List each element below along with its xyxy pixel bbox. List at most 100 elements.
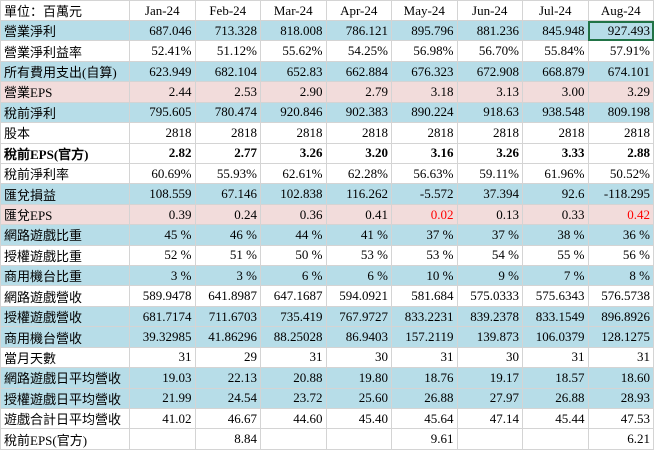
value-cell[interactable]: 668.879 bbox=[522, 60, 589, 83]
row-label[interactable]: 股本 bbox=[0, 122, 130, 144]
value-cell[interactable]: 2.82 bbox=[129, 142, 196, 164]
row-label[interactable]: 稅前淨利 bbox=[0, 101, 130, 124]
value-cell[interactable]: 10 % bbox=[391, 265, 458, 287]
value-cell[interactable]: 6.21 bbox=[587, 428, 654, 450]
value-cell[interactable]: 2818 bbox=[587, 122, 654, 144]
value-cell[interactable]: 6 % bbox=[325, 265, 392, 287]
value-cell[interactable]: 39.32985 bbox=[129, 326, 196, 348]
value-cell[interactable]: 713.328 bbox=[194, 19, 261, 42]
value-cell[interactable]: 55.93% bbox=[194, 162, 261, 185]
value-cell[interactable]: 20.88 bbox=[260, 367, 327, 389]
row-label[interactable]: 稅前EPS(官方) bbox=[0, 142, 130, 164]
value-cell[interactable]: 26.88 bbox=[391, 387, 458, 410]
month-header[interactable]: Mar-24 bbox=[260, 0, 327, 21]
row-label[interactable]: 營業淨利 bbox=[0, 19, 130, 42]
value-cell[interactable]: 157.2119 bbox=[391, 326, 458, 348]
row-label[interactable]: 營業淨利益率 bbox=[0, 40, 130, 62]
empty-cell[interactable] bbox=[129, 428, 196, 450]
row-label[interactable]: 商用機台比重 bbox=[0, 265, 130, 287]
empty-cell[interactable] bbox=[456, 428, 523, 450]
value-cell[interactable]: 2.53 bbox=[194, 81, 261, 103]
value-cell[interactable]: 56.70% bbox=[456, 40, 523, 62]
value-cell[interactable]: 2.88 bbox=[587, 142, 654, 164]
value-cell[interactable]: 56 % bbox=[587, 244, 654, 267]
value-cell[interactable]: 55 % bbox=[522, 244, 589, 267]
value-cell[interactable]: 2818 bbox=[522, 122, 589, 144]
value-cell[interactable]: 2.77 bbox=[194, 142, 261, 164]
value-cell[interactable]: 918.63 bbox=[456, 101, 523, 124]
value-cell[interactable]: 116.262 bbox=[325, 183, 392, 205]
value-cell[interactable]: 45 % bbox=[129, 224, 196, 246]
value-cell[interactable]: 672.908 bbox=[456, 60, 523, 83]
value-cell[interactable]: 6 % bbox=[260, 265, 327, 287]
value-cell[interactable]: 896.8926 bbox=[587, 305, 654, 328]
value-cell[interactable]: -5.572 bbox=[391, 183, 458, 205]
value-cell[interactable]: 833.1549 bbox=[522, 305, 589, 328]
value-cell[interactable]: 31 bbox=[260, 346, 327, 369]
value-cell[interactable]: 676.323 bbox=[391, 60, 458, 83]
value-cell[interactable]: 67.146 bbox=[194, 183, 261, 205]
row-label[interactable]: 當月天數 bbox=[0, 346, 130, 369]
value-cell[interactable]: 19.80 bbox=[325, 367, 392, 389]
row-label[interactable]: 授權遊戲日平均營收 bbox=[0, 387, 130, 410]
value-cell[interactable]: 30 bbox=[325, 346, 392, 369]
month-header[interactable]: Apr-24 bbox=[325, 0, 392, 21]
value-cell[interactable]: 8 % bbox=[587, 265, 654, 287]
value-cell[interactable]: 641.8987 bbox=[194, 285, 261, 307]
value-cell[interactable]: 0.24 bbox=[194, 203, 261, 226]
value-cell[interactable]: 37 % bbox=[391, 224, 458, 246]
value-cell[interactable]: 18.76 bbox=[391, 367, 458, 389]
value-cell[interactable]: 45.64 bbox=[391, 408, 458, 430]
value-cell[interactable]: 575.6343 bbox=[522, 285, 589, 307]
value-cell[interactable]: 31 bbox=[391, 346, 458, 369]
value-cell[interactable]: 38 % bbox=[522, 224, 589, 246]
value-cell[interactable]: 3.13 bbox=[456, 81, 523, 103]
value-cell[interactable]: 927.493 bbox=[587, 19, 654, 42]
value-cell[interactable]: 0.02 bbox=[391, 203, 458, 226]
value-cell[interactable]: 938.548 bbox=[522, 101, 589, 124]
value-cell[interactable]: 53 % bbox=[325, 244, 392, 267]
value-cell[interactable]: 7 % bbox=[522, 265, 589, 287]
row-label[interactable]: 網路遊戲營收 bbox=[0, 285, 130, 307]
row-label[interactable]: 遊戲合計日平均營收 bbox=[0, 408, 130, 430]
value-cell[interactable]: 24.54 bbox=[194, 387, 261, 410]
value-cell[interactable]: 652.83 bbox=[260, 60, 327, 83]
value-cell[interactable]: 52 % bbox=[129, 244, 196, 267]
value-cell[interactable]: 3.16 bbox=[391, 142, 458, 164]
month-header[interactable]: Feb-24 bbox=[194, 0, 261, 21]
value-cell[interactable]: 30 bbox=[456, 346, 523, 369]
value-cell[interactable]: 37 % bbox=[456, 224, 523, 246]
value-cell[interactable]: 2818 bbox=[325, 122, 392, 144]
value-cell[interactable]: 576.5738 bbox=[587, 285, 654, 307]
value-cell[interactable]: 51.12% bbox=[194, 40, 261, 62]
value-cell[interactable]: 687.046 bbox=[129, 19, 196, 42]
value-cell[interactable]: 3.29 bbox=[587, 81, 654, 103]
value-cell[interactable]: 0.13 bbox=[456, 203, 523, 226]
value-cell[interactable]: 86.9403 bbox=[325, 326, 392, 348]
value-cell[interactable]: 3.00 bbox=[522, 81, 589, 103]
value-cell[interactable]: 44.60 bbox=[260, 408, 327, 430]
value-cell[interactable]: 41.02 bbox=[129, 408, 196, 430]
value-cell[interactable]: 780.474 bbox=[194, 101, 261, 124]
value-cell[interactable]: 682.104 bbox=[194, 60, 261, 83]
value-cell[interactable]: 60.69% bbox=[129, 162, 196, 185]
value-cell[interactable]: 57.91% bbox=[587, 40, 654, 62]
value-cell[interactable]: 920.846 bbox=[260, 101, 327, 124]
value-cell[interactable]: 9.61 bbox=[391, 428, 458, 450]
value-cell[interactable]: 2818 bbox=[260, 122, 327, 144]
value-cell[interactable]: 59.11% bbox=[456, 162, 523, 185]
value-cell[interactable]: 839.2378 bbox=[456, 305, 523, 328]
value-cell[interactable]: 47.14 bbox=[456, 408, 523, 430]
value-cell[interactable]: 55.62% bbox=[260, 40, 327, 62]
row-label[interactable]: 網路遊戲比重 bbox=[0, 224, 130, 246]
value-cell[interactable]: 61.96% bbox=[522, 162, 589, 185]
value-cell[interactable]: 28.93 bbox=[587, 387, 654, 410]
value-cell[interactable]: 36 % bbox=[587, 224, 654, 246]
value-cell[interactable]: 56.63% bbox=[391, 162, 458, 185]
value-cell[interactable]: 594.0921 bbox=[325, 285, 392, 307]
month-header[interactable]: May-24 bbox=[391, 0, 458, 21]
value-cell[interactable]: 0.42 bbox=[587, 203, 654, 226]
value-cell[interactable]: 45.40 bbox=[325, 408, 392, 430]
value-cell[interactable]: 681.7174 bbox=[129, 305, 196, 328]
empty-cell[interactable] bbox=[522, 428, 589, 450]
